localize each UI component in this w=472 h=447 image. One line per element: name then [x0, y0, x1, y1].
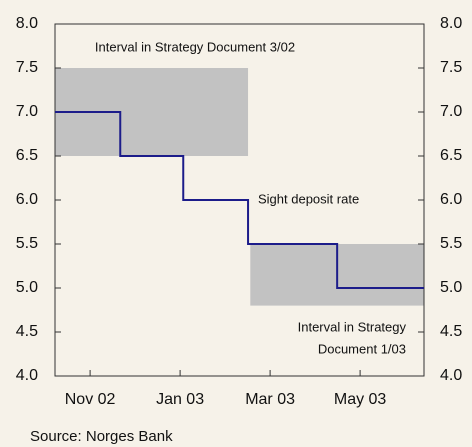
y-tick-label: 5.0 [16, 279, 38, 296]
y-tick-label: 4.5 [16, 323, 38, 340]
source: Source: Norges Bank [30, 428, 173, 445]
y2-tick-label: 4.5 [440, 323, 462, 340]
y2-tick-label: 7.5 [440, 59, 462, 76]
y2-tick-label: 4.0 [440, 367, 462, 384]
x-tick-label: May 03 [334, 391, 387, 408]
y-tick-label: 6.5 [16, 147, 38, 164]
band-label: Document 1/03 [318, 341, 406, 356]
y-tick-label: 7.0 [16, 103, 38, 120]
step-line [55, 111, 424, 289]
y-tick-label: 7.5 [16, 59, 38, 76]
y2-tick-label: 8.0 [440, 15, 462, 32]
y-tick-label: 8.0 [16, 15, 38, 32]
band-label: Interval in Strategy Document 3/02 [95, 39, 295, 54]
y2-tick-label: 7.0 [440, 103, 462, 120]
y-tick-label: 4.0 [16, 367, 38, 384]
y2-tick-label: 5.0 [440, 279, 462, 296]
x-tick-label: Nov 02 [65, 391, 116, 408]
y-tick-label: 5.5 [16, 235, 38, 252]
y2-tick-label: 5.5 [440, 235, 462, 252]
y2-tick-label: 6.0 [440, 191, 462, 208]
x-tick-label: Jan 03 [156, 391, 204, 408]
y2-tick-label: 6.5 [440, 147, 462, 164]
annotation: Sight deposit rate [258, 191, 359, 206]
x-tick-label: Mar 03 [245, 391, 295, 408]
band-label: Interval in Strategy [298, 319, 407, 334]
y-tick-label: 6.0 [16, 191, 38, 208]
